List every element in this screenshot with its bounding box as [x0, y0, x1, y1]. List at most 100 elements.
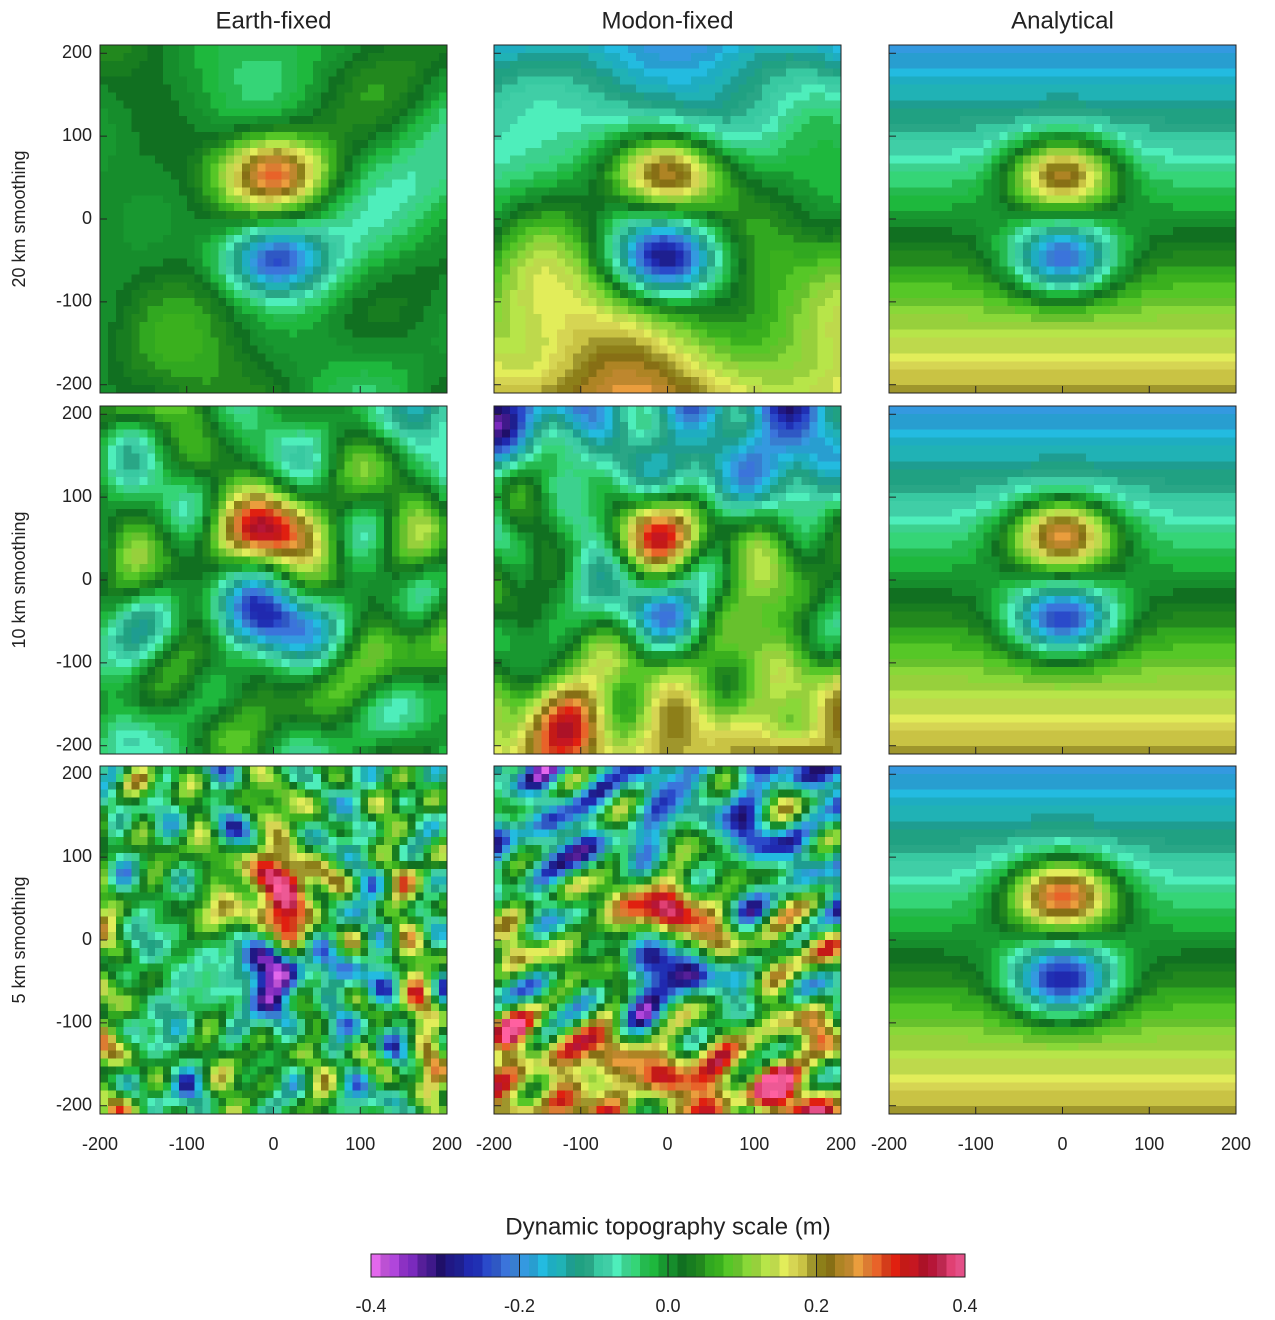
field-cell: [376, 266, 385, 275]
field-cell: [194, 274, 204, 283]
field-cell: [407, 298, 417, 307]
field-cell: [1023, 258, 1032, 268]
field-cell: [344, 329, 353, 339]
field-cell: [509, 147, 519, 157]
field-cell: [281, 147, 290, 157]
field-cell: [525, 108, 535, 117]
field-cell: [588, 60, 598, 70]
field-cell: [344, 258, 353, 268]
field-cell: [194, 211, 204, 220]
field-cell: [218, 306, 227, 315]
field-cell: [825, 211, 834, 220]
field-cell: [628, 116, 637, 125]
field-cell: [407, 226, 417, 236]
field-cell: [297, 298, 306, 307]
field-cell: [368, 234, 377, 244]
field-cell: [643, 171, 653, 181]
field-cell: [533, 290, 542, 299]
field-cell: [580, 92, 590, 101]
field-cell: [825, 219, 834, 228]
field-cell: [706, 345, 716, 355]
field-cell: [975, 313, 985, 323]
field-cell: [651, 68, 661, 78]
field-cell: [517, 306, 527, 315]
field-cell: [194, 108, 204, 117]
field-cell: [722, 313, 732, 323]
field-cell: [683, 179, 692, 188]
field-cell: [178, 100, 188, 109]
field-cell: [659, 290, 669, 299]
field-cell: [952, 377, 961, 386]
field-cell: [999, 385, 1008, 394]
field-cell: [509, 385, 519, 394]
field-cell: [1038, 369, 1048, 378]
field-cell: [328, 290, 338, 299]
field-cell: [352, 266, 361, 275]
field-cell: [714, 345, 724, 355]
field-cell: [517, 313, 527, 323]
field-cell: [541, 179, 550, 188]
field-cell: [186, 329, 196, 339]
field-cell: [218, 45, 227, 54]
field-cell: [509, 203, 519, 212]
field-cell: [825, 385, 834, 394]
field-cell: [494, 274, 503, 283]
field-cell: [714, 124, 724, 133]
field-cell: [376, 306, 385, 315]
field-cell: [194, 337, 204, 347]
field-cell: [801, 100, 811, 109]
field-cell: [983, 147, 993, 157]
field-cell: [920, 60, 930, 70]
field-cell: [139, 377, 148, 386]
field-cell: [928, 345, 937, 355]
field-cell: [234, 274, 243, 283]
field-cell: [1023, 155, 1032, 165]
field-cell: [541, 250, 550, 260]
field-cell: [549, 226, 558, 236]
field-cell: [312, 52, 322, 62]
field-cell: [549, 250, 558, 260]
field-cell: [1015, 45, 1024, 54]
field-cell: [691, 306, 700, 315]
field-cell: [596, 274, 606, 283]
field-cell: [415, 203, 424, 212]
field-cell: [604, 242, 613, 252]
field-cell: [651, 242, 661, 252]
field-cell: [714, 45, 724, 54]
field-cell: [147, 258, 156, 268]
field-cell: [115, 60, 125, 70]
field-cell: [328, 147, 338, 157]
field-cell: [407, 187, 417, 196]
field-cell: [714, 226, 724, 236]
field-cell: [305, 361, 314, 370]
field-cell: [494, 52, 503, 62]
field-cell: [754, 385, 763, 394]
field-cell: [912, 179, 922, 188]
field-cell: [1070, 68, 1079, 78]
field-cell: [399, 361, 409, 370]
field-cell: [407, 132, 417, 141]
field-cell: [281, 290, 290, 299]
field-cell: [557, 266, 566, 275]
field-cell: [793, 329, 803, 339]
field-cell: [564, 179, 574, 188]
field-cell: [738, 139, 747, 149]
field-cell: [194, 187, 204, 196]
field-cell: [643, 52, 653, 62]
field-cell: [904, 45, 914, 54]
field-cell: [643, 274, 653, 283]
field-cell: [683, 132, 692, 141]
field-cell: [825, 353, 834, 362]
field-cell: [249, 345, 259, 355]
field-cell: [572, 171, 582, 181]
field-cell: [675, 219, 684, 228]
field-cell: [163, 76, 172, 86]
field-cell: [991, 266, 1001, 275]
field-cell: [305, 345, 314, 355]
field-cell: [912, 219, 922, 228]
field-cell: [202, 68, 212, 78]
field-cell: [991, 369, 1001, 378]
field-cell: [273, 337, 282, 347]
field-cell: [801, 60, 811, 70]
field-cell: [572, 132, 582, 141]
